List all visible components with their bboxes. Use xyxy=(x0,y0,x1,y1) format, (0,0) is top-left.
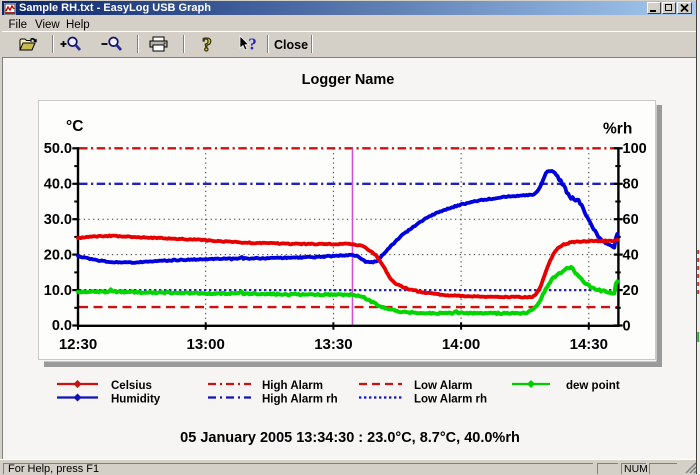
svg-text:100: 100 xyxy=(623,141,647,157)
svg-text:60: 60 xyxy=(623,212,639,228)
svg-text:High Alarm rh: High Alarm rh xyxy=(262,394,338,406)
svg-text:30.0: 30.0 xyxy=(44,212,72,228)
svg-text:10.0: 10.0 xyxy=(44,283,72,299)
svg-text:13:30: 13:30 xyxy=(314,336,352,353)
svg-text:13:00: 13:00 xyxy=(187,336,225,353)
svg-text:12:30: 12:30 xyxy=(59,336,97,353)
svg-text:50.0: 50.0 xyxy=(44,141,72,157)
svg-text:Humidity: Humidity xyxy=(111,394,161,406)
svg-text:?: ? xyxy=(202,34,212,54)
svg-text:0.0: 0.0 xyxy=(52,318,72,334)
svg-text:20: 20 xyxy=(623,283,639,299)
svg-text:High Alarm: High Alarm xyxy=(262,380,323,392)
svg-text:80: 80 xyxy=(623,177,639,193)
svg-text:40: 40 xyxy=(623,247,639,263)
svg-text:14:00: 14:00 xyxy=(442,336,480,353)
svg-text:0: 0 xyxy=(623,318,631,334)
svg-text:05 January 2005 13:34:30 : 23.: 05 January 2005 13:34:30 : 23.0°C, 8.7°C… xyxy=(180,430,520,446)
svg-text:20.0: 20.0 xyxy=(44,247,72,263)
svg-text:Low Alarm: Low Alarm xyxy=(414,380,472,392)
svg-text:14:30: 14:30 xyxy=(570,336,608,353)
svg-text:Celsius: Celsius xyxy=(111,380,152,392)
svg-text:Logger Name: Logger Name xyxy=(302,72,395,88)
svg-text:°C: °C xyxy=(66,118,83,135)
svg-text:%rh: %rh xyxy=(603,121,632,138)
svg-text:40.0: 40.0 xyxy=(44,177,72,193)
svg-text:Low Alarm rh: Low Alarm rh xyxy=(414,394,487,406)
svg-text:dew point: dew point xyxy=(566,380,620,392)
svg-text:?: ? xyxy=(248,35,257,53)
